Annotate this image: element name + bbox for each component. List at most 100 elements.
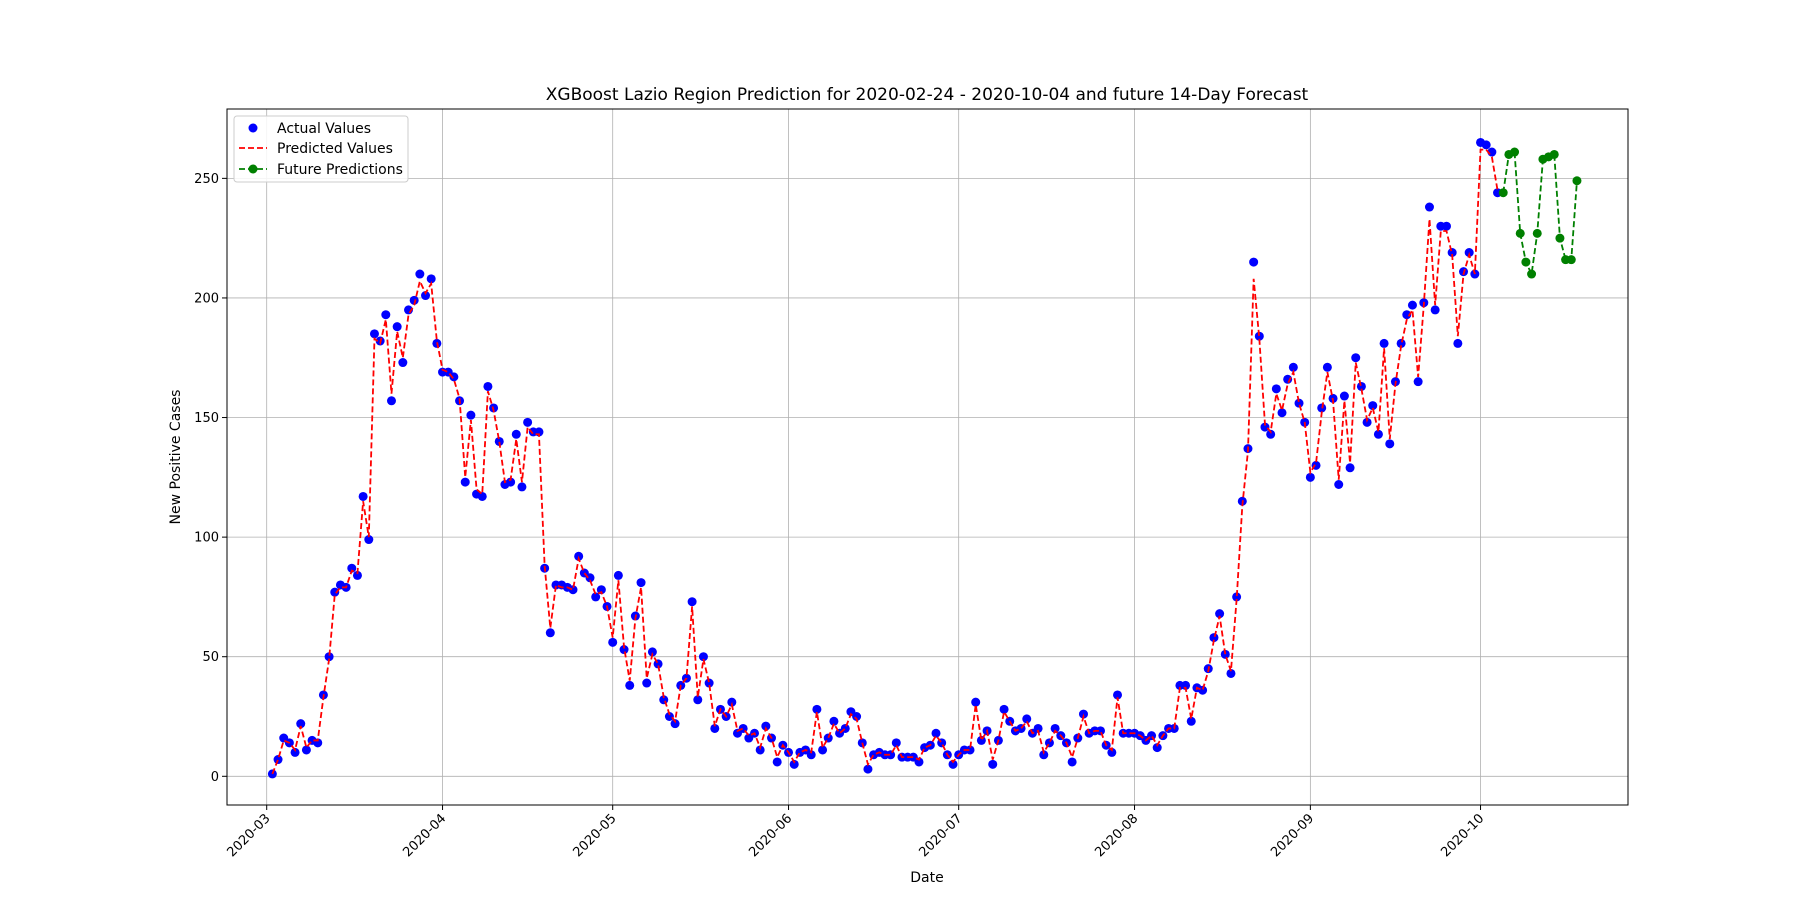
actual-point [517, 482, 527, 492]
actual-point [772, 757, 782, 767]
legend-marker-actual [248, 123, 258, 133]
actual-point [369, 329, 379, 339]
actual-point [1107, 747, 1117, 757]
actual-point [863, 764, 873, 774]
actual-point [965, 745, 975, 755]
actual-point [392, 322, 402, 332]
actual-point [1254, 331, 1264, 341]
actual-point [829, 716, 839, 726]
y-tick-label: 250 [194, 172, 219, 187]
future-point [1555, 233, 1565, 243]
actual-point [1095, 726, 1105, 736]
actual-point [812, 704, 822, 714]
actual-point [415, 269, 425, 279]
future-point [1532, 228, 1542, 238]
actual-point [1322, 362, 1332, 372]
actual-point [1226, 668, 1236, 678]
actual-point [1413, 377, 1423, 387]
actual-point [494, 436, 504, 446]
actual-point [506, 477, 516, 487]
future-point [1515, 228, 1525, 238]
future-point [1549, 149, 1559, 159]
y-tick-label: 50 [202, 650, 219, 665]
plot-frame [226, 108, 1629, 806]
legend-box [233, 115, 409, 183]
actual-point [1050, 723, 1060, 733]
actual-point [1305, 472, 1315, 482]
actual-point [1362, 417, 1372, 427]
future-point [1572, 176, 1582, 186]
actual-point [421, 291, 431, 301]
actual-point [511, 429, 521, 439]
actual-point [1356, 381, 1366, 391]
actual-point [988, 759, 998, 769]
actual-point [296, 719, 306, 729]
actual-point [1396, 338, 1406, 348]
actual-point [352, 570, 362, 580]
actual-point [1039, 750, 1049, 760]
predicted-line [271, 148, 1499, 775]
actual-point [545, 628, 555, 638]
actual-point [1334, 480, 1344, 490]
actual-point [1385, 439, 1395, 449]
actual-point [1351, 353, 1361, 363]
actual-point [364, 535, 374, 545]
actual-point [999, 704, 1009, 714]
actual-point [1424, 202, 1434, 212]
future-point [1521, 257, 1531, 267]
actual-point [1152, 743, 1162, 753]
actual-point [789, 759, 799, 769]
actual-point [1441, 221, 1451, 231]
actual-point [1407, 300, 1417, 310]
actual-point [948, 759, 958, 769]
actual-point [1022, 714, 1032, 724]
actual-point [931, 728, 941, 738]
legend-marker-future [248, 164, 258, 174]
actual-point [1430, 305, 1440, 315]
actual-point [710, 723, 720, 733]
actual-point [523, 417, 533, 427]
actual-point [483, 381, 493, 391]
actual-point [698, 652, 708, 662]
legend: Actual Values Predicted Values Future Pr… [233, 115, 409, 183]
actual-point [1266, 429, 1276, 439]
actual-point [381, 310, 391, 320]
actual-point [1379, 338, 1389, 348]
actual-point [806, 750, 816, 760]
actual-point [449, 372, 459, 382]
actual-point [608, 637, 618, 647]
actual-point [1481, 140, 1491, 150]
actual-point [818, 745, 828, 755]
series-layer [267, 137, 1582, 779]
actual-point [891, 738, 901, 748]
actual-point [347, 563, 357, 573]
actual-point [642, 678, 652, 688]
actual-point [301, 745, 311, 755]
actual-point [823, 733, 833, 743]
actual-point [971, 697, 981, 707]
actual-point [636, 578, 646, 588]
actual-point [460, 477, 470, 487]
y-tick-label: 0 [211, 770, 219, 785]
actual-point [1186, 716, 1196, 726]
actual-point [613, 570, 623, 580]
y-tick-label: 150 [194, 411, 219, 426]
actual-point [687, 597, 697, 607]
actual-point [704, 678, 714, 688]
actual-point [852, 712, 862, 722]
actual-point [585, 573, 595, 583]
actual-point [1277, 408, 1287, 418]
actual-point [693, 695, 703, 705]
actual-point [761, 721, 771, 731]
actual-point [1209, 633, 1219, 643]
actual-point [727, 697, 737, 707]
actual-point [1345, 463, 1355, 473]
actual-point [426, 274, 436, 284]
actual-point [596, 585, 606, 595]
y-tick-label: 100 [194, 531, 219, 546]
actual-point [1181, 680, 1191, 690]
chart-title: XGBoost Lazio Region Prediction for 2020… [546, 85, 1309, 105]
actual-point [619, 645, 629, 655]
actual-point [670, 719, 680, 729]
